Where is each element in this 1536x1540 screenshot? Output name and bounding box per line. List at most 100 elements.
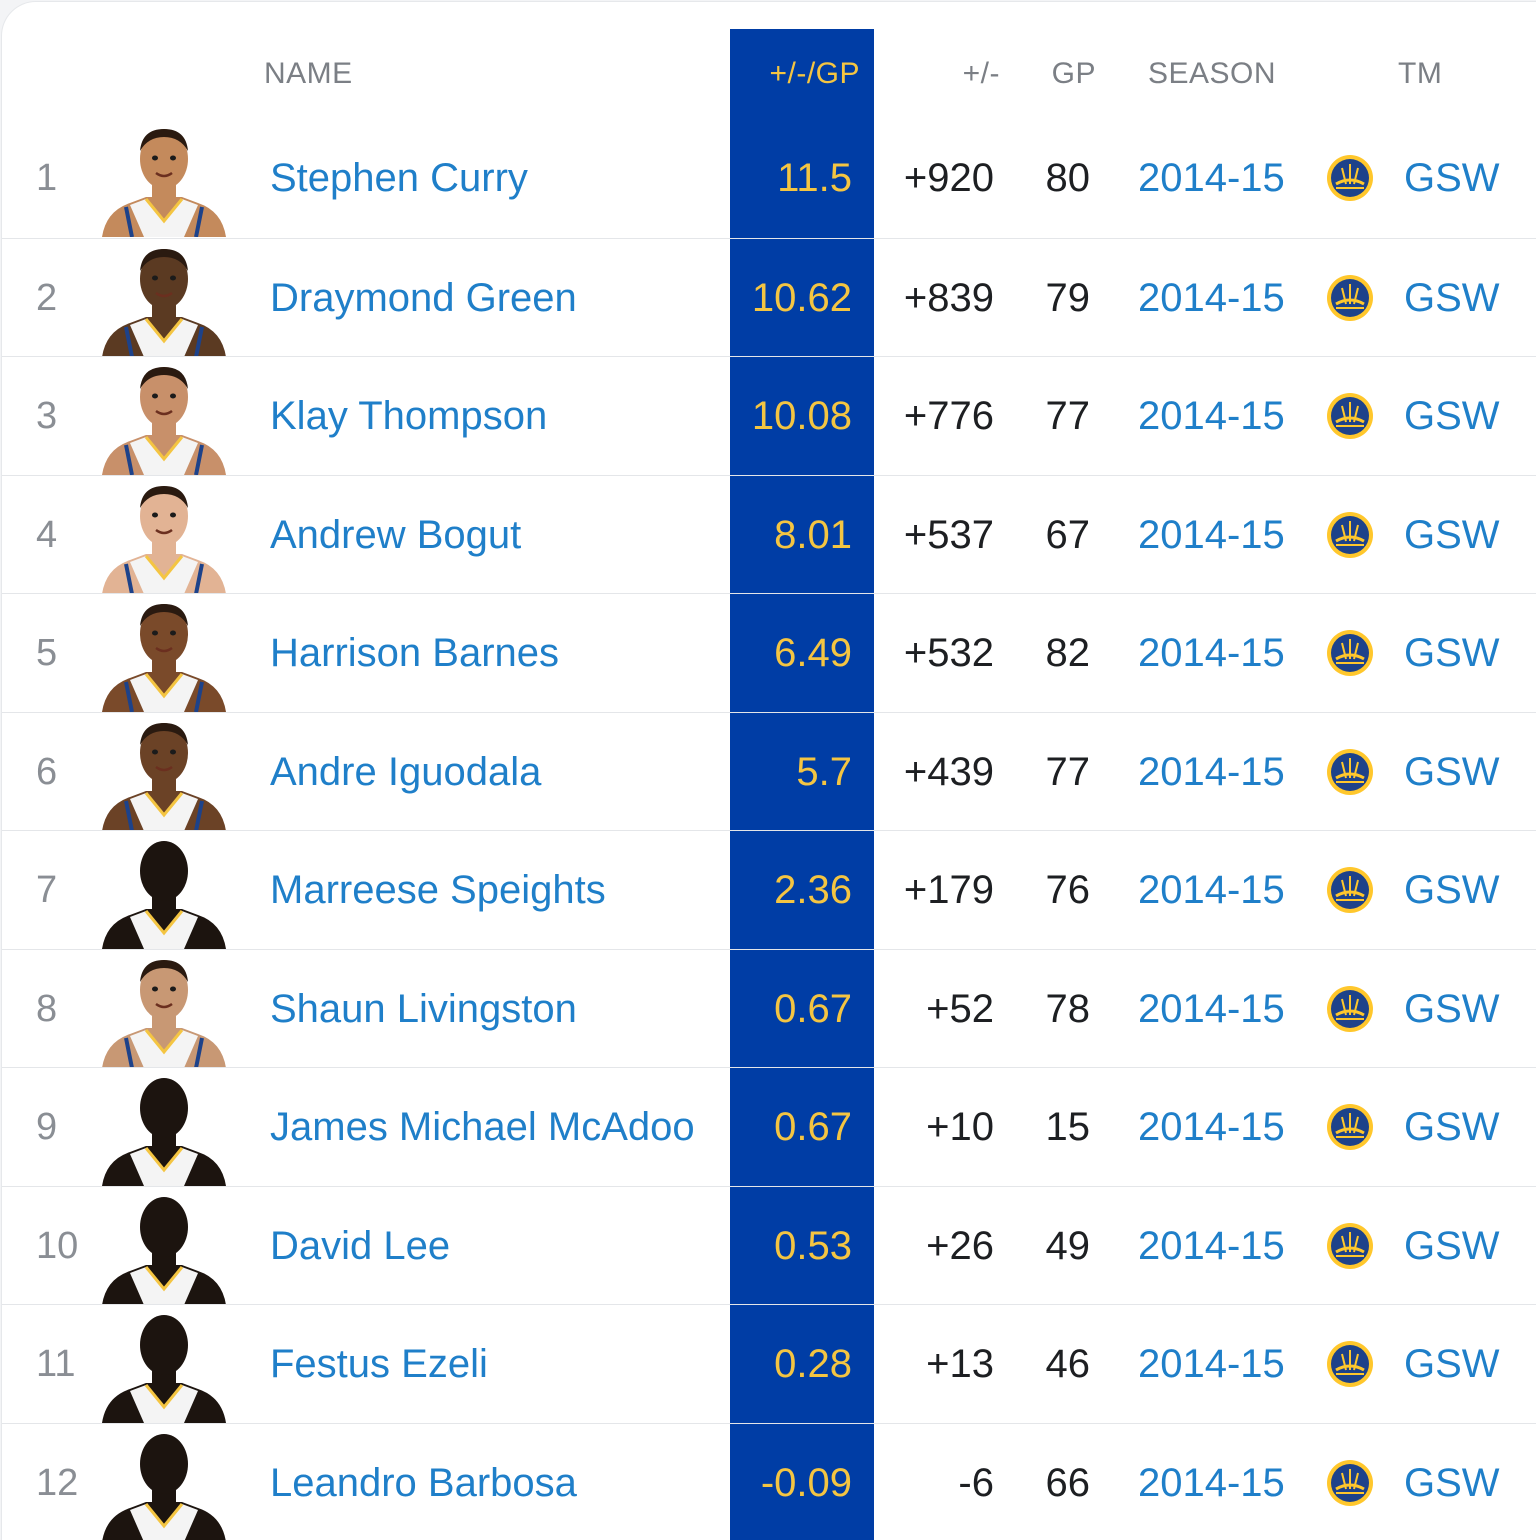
player-name-link[interactable]: Draymond Green bbox=[270, 275, 577, 320]
table-row: 9 James Michael McAdoo 0.67 +10 15 2014-… bbox=[2, 1067, 1536, 1186]
column-header-plus-minus[interactable]: +/- bbox=[962, 57, 1000, 90]
rank-cell: 11 bbox=[36, 1343, 76, 1385]
season-link[interactable]: 2014-15 bbox=[1138, 1223, 1285, 1268]
player-headshot-avatar[interactable] bbox=[96, 600, 232, 713]
team-link[interactable]: GSW bbox=[1404, 749, 1500, 794]
warriors-logo-icon[interactable] bbox=[1326, 985, 1374, 1033]
rank-cell: 2 bbox=[36, 276, 58, 319]
player-name-link[interactable]: Klay Thompson bbox=[270, 394, 548, 438]
column-header-name[interactable]: NAME bbox=[264, 57, 353, 90]
season-link[interactable]: 2014-15 bbox=[1138, 749, 1285, 794]
plus-minus-per-gp-cell: 10.62 bbox=[751, 275, 852, 320]
player-headshot-avatar[interactable] bbox=[96, 482, 232, 594]
column-header-team[interactable]: TM bbox=[1398, 57, 1443, 90]
team-link[interactable]: GSW bbox=[1404, 1342, 1500, 1386]
table-row: 12 Leandro Barbosa -0.09 -6 66 2014-15 G… bbox=[2, 1422, 1536, 1540]
table-row: 6 Andre Iguodala 5.7 +439 77 2014-15 GSW bbox=[2, 711, 1536, 831]
rank-cell: 3 bbox=[36, 395, 58, 437]
team-link[interactable]: GSW bbox=[1404, 986, 1500, 1031]
season-link[interactable]: 2014-15 bbox=[1138, 986, 1285, 1031]
team-link[interactable]: GSW bbox=[1404, 1105, 1500, 1149]
season-link[interactable]: 2014-15 bbox=[1138, 156, 1285, 200]
player-headshot-avatar[interactable] bbox=[96, 719, 232, 831]
table-row: 5 Harrison Barnes 6.49 +532 82 2014-15 G… bbox=[2, 593, 1536, 713]
games-played-cell: 79 bbox=[1045, 275, 1091, 320]
plus-minus-per-gp-cell: 0.67 bbox=[774, 986, 852, 1031]
warriors-logo-icon[interactable] bbox=[1326, 748, 1374, 796]
warriors-logo-icon[interactable] bbox=[1326, 274, 1374, 322]
warriors-logo-icon[interactable] bbox=[1326, 866, 1374, 914]
table-row: 1 Stephen Curry 11.5 +920 80 2014-15 GSW bbox=[2, 119, 1536, 238]
player-name-link[interactable]: Marreese Speights bbox=[270, 868, 606, 912]
season-link[interactable]: 2014-15 bbox=[1138, 512, 1285, 557]
player-name-link[interactable]: Leandro Barbosa bbox=[270, 1460, 577, 1505]
player-name-link[interactable]: David Lee bbox=[270, 1223, 451, 1268]
season-link[interactable]: 2014-15 bbox=[1138, 1342, 1285, 1386]
player-headshot-avatar[interactable] bbox=[96, 125, 232, 238]
player-silhouette-avatar[interactable] bbox=[96, 1311, 232, 1423]
player-silhouette-avatar[interactable] bbox=[96, 1193, 232, 1305]
season-link[interactable]: 2014-15 bbox=[1138, 1460, 1285, 1505]
player-name-link[interactable]: James Michael McAdoo bbox=[270, 1105, 695, 1149]
column-header-season[interactable]: SEASON bbox=[1148, 57, 1277, 90]
player-headshot-avatar[interactable] bbox=[96, 245, 232, 357]
team-link[interactable]: GSW bbox=[1404, 512, 1500, 557]
plus-minus-cell: +839 bbox=[903, 275, 994, 320]
rank-cell: 4 bbox=[36, 513, 58, 556]
warriors-logo-icon[interactable] bbox=[1326, 392, 1374, 440]
games-played-cell: 80 bbox=[1045, 156, 1091, 200]
team-link[interactable]: GSW bbox=[1404, 1460, 1500, 1505]
player-silhouette-avatar[interactable] bbox=[96, 1430, 232, 1540]
warriors-logo-icon[interactable] bbox=[1326, 1459, 1374, 1507]
rank-cell: 10 bbox=[36, 1224, 79, 1267]
season-link[interactable]: 2014-15 bbox=[1138, 631, 1285, 675]
warriors-logo-icon[interactable] bbox=[1326, 1222, 1374, 1270]
warriors-logo-icon[interactable] bbox=[1326, 629, 1374, 677]
player-name-link[interactable]: Festus Ezeli bbox=[270, 1342, 488, 1386]
player-name-link[interactable]: Andrew Bogut bbox=[270, 512, 522, 557]
player-name-link[interactable]: Shaun Livingston bbox=[270, 986, 577, 1031]
plus-minus-per-gp-cell: 0.28 bbox=[774, 1342, 852, 1386]
team-link[interactable]: GSW bbox=[1404, 631, 1500, 675]
games-played-cell: 77 bbox=[1045, 749, 1091, 794]
warriors-logo-icon[interactable] bbox=[1326, 1340, 1374, 1388]
warriors-logo-icon[interactable] bbox=[1326, 154, 1374, 202]
table-row: 10 David Lee 0.53 +26 49 2014-15 GSW bbox=[2, 1185, 1536, 1305]
player-silhouette-avatar[interactable] bbox=[96, 837, 232, 949]
team-link[interactable]: GSW bbox=[1404, 394, 1500, 438]
season-link[interactable]: 2014-15 bbox=[1138, 275, 1285, 320]
warriors-logo-icon[interactable] bbox=[1326, 511, 1374, 559]
season-link[interactable]: 2014-15 bbox=[1138, 394, 1285, 438]
table-body: 1 Stephen Curry 11.5 +920 80 2014-15 GSW… bbox=[2, 119, 1536, 1540]
games-played-cell: 82 bbox=[1045, 631, 1091, 675]
games-played-cell: 76 bbox=[1045, 868, 1091, 912]
plus-minus-cell: +52 bbox=[926, 986, 994, 1031]
player-name-link[interactable]: Stephen Curry bbox=[270, 156, 528, 200]
column-header-gp[interactable]: GP bbox=[1051, 57, 1096, 90]
plus-minus-cell: +532 bbox=[903, 631, 994, 675]
rank-cell: 9 bbox=[36, 1106, 58, 1148]
player-name-link[interactable]: Harrison Barnes bbox=[270, 631, 560, 675]
player-headshot-avatar[interactable] bbox=[96, 956, 232, 1068]
plus-minus-per-gp-cell: 6.49 bbox=[774, 631, 852, 675]
table-header: NAME +/-/GP +/- GP SEASON TM bbox=[2, 29, 1536, 119]
table-row: 11 Festus Ezeli 0.28 +13 46 2014-15 GSW bbox=[2, 1304, 1536, 1423]
player-name-link[interactable]: Andre Iguodala bbox=[270, 749, 542, 794]
team-link[interactable]: GSW bbox=[1404, 156, 1500, 200]
plus-minus-per-gp-cell: 8.01 bbox=[774, 512, 852, 557]
team-link[interactable]: GSW bbox=[1404, 1223, 1500, 1268]
plus-minus-cell: +10 bbox=[926, 1105, 994, 1149]
season-link[interactable]: 2014-15 bbox=[1138, 868, 1285, 912]
team-link[interactable]: GSW bbox=[1404, 275, 1500, 320]
plus-minus-per-gp-cell: 5.7 bbox=[796, 749, 852, 794]
plus-minus-cell: +776 bbox=[903, 394, 994, 438]
team-link[interactable]: GSW bbox=[1404, 868, 1500, 912]
column-header-plus-minus-per-gp[interactable]: +/-/GP bbox=[769, 57, 860, 90]
player-headshot-avatar[interactable] bbox=[96, 363, 232, 476]
table-row: 8 Shaun Livingston 0.67 +52 78 2014-15 G… bbox=[2, 948, 1536, 1068]
games-played-cell: 15 bbox=[1045, 1105, 1091, 1149]
games-played-cell: 78 bbox=[1045, 986, 1091, 1031]
season-link[interactable]: 2014-15 bbox=[1138, 1105, 1285, 1149]
player-silhouette-avatar[interactable] bbox=[96, 1074, 232, 1186]
warriors-logo-icon[interactable] bbox=[1326, 1103, 1374, 1151]
